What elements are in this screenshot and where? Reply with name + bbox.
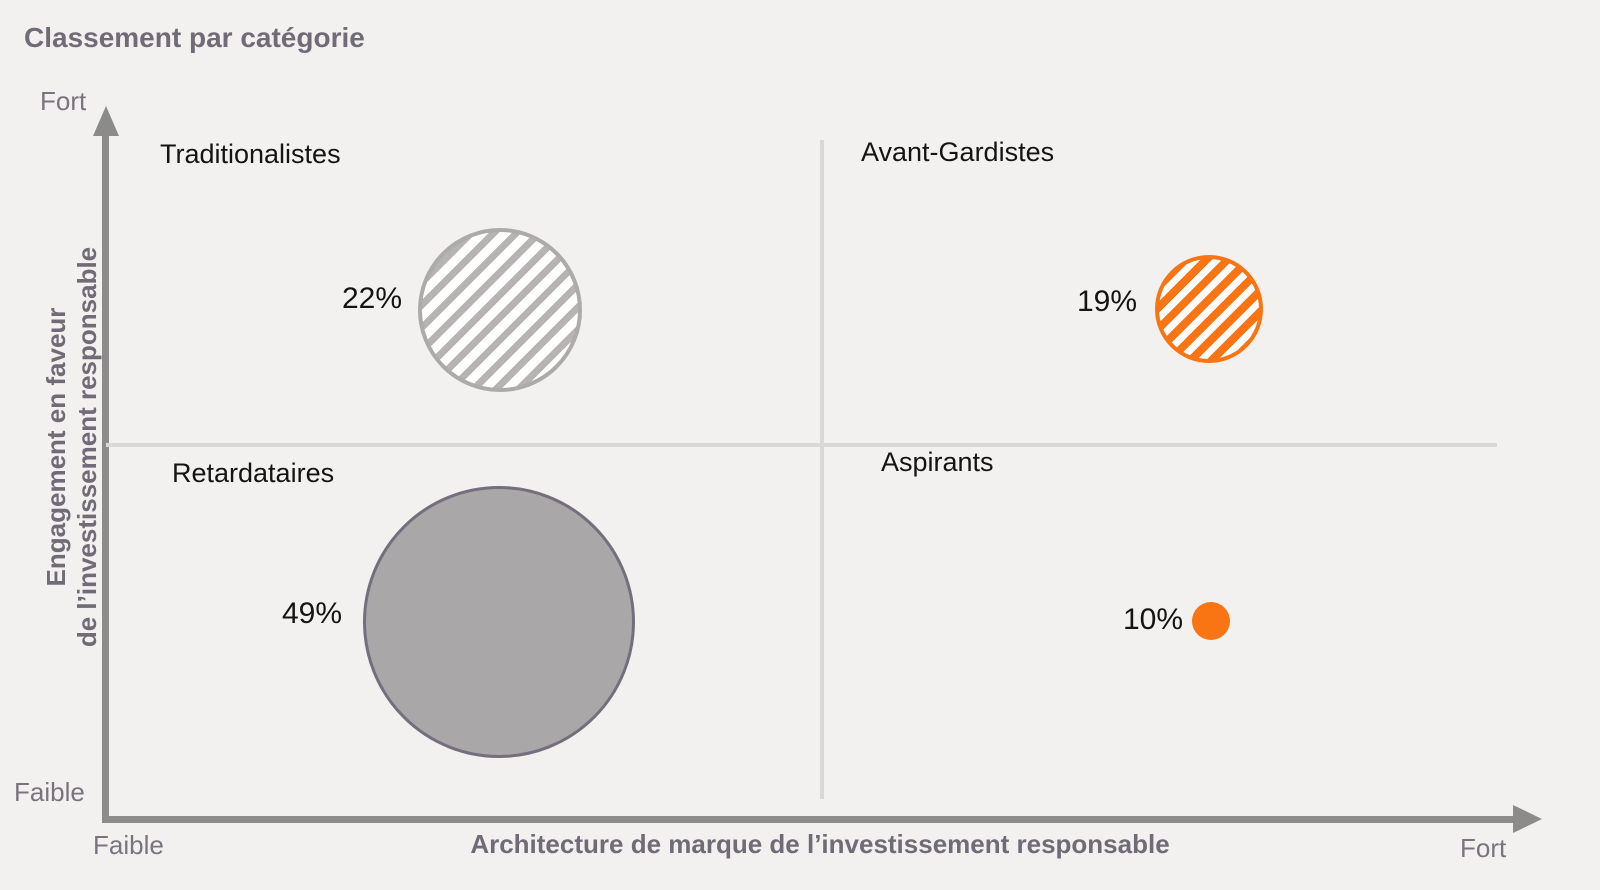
- value-label-traditionalistes: 22%: [341, 282, 402, 315]
- y-axis-line: [102, 134, 109, 823]
- quadrant-label-traditionalistes: Traditionalistes: [160, 139, 341, 169]
- x-axis-arrow-icon: [1513, 805, 1542, 833]
- x-axis-title: Architecture de marque de l’investisseme…: [470, 829, 1170, 859]
- quadrant-label-aspirants: Aspirants: [881, 447, 994, 477]
- y-axis-min-label: Faible: [14, 777, 85, 807]
- quadrant-divider-horizontal: [106, 443, 1497, 447]
- bubble-avant-gardistes: [1155, 255, 1263, 363]
- chart-title: Classement par catégorie: [24, 22, 365, 53]
- x-axis-min-label: Faible: [93, 830, 164, 860]
- bubble-aspirants: [1192, 602, 1230, 640]
- bubble-retardataires: [363, 486, 635, 758]
- y-axis-title-line2: de l’investissement responsable: [72, 246, 102, 648]
- quadrant-label-retardataires: Retardataires: [172, 458, 335, 488]
- y-axis-title: Engagement en faveur de l’investissement…: [41, 247, 103, 647]
- x-axis-line: [102, 816, 1514, 823]
- quadrant-label-avant-gardistes: Avant-Gardistes: [861, 137, 1055, 167]
- bubble-traditionalistes: [418, 228, 582, 392]
- y-axis-arrow-icon: [93, 106, 119, 136]
- value-label-aspirants: 10%: [1122, 603, 1183, 636]
- y-axis-max-label: Fort: [40, 86, 87, 116]
- value-label-retardataires: 49%: [281, 597, 342, 630]
- quadrant-divider-vertical: [820, 140, 824, 799]
- x-axis-max-label: Fort: [1460, 833, 1507, 863]
- value-label-avant-gardistes: 19%: [1076, 285, 1137, 318]
- y-axis-title-line1: Engagement en faveur: [40, 307, 71, 587]
